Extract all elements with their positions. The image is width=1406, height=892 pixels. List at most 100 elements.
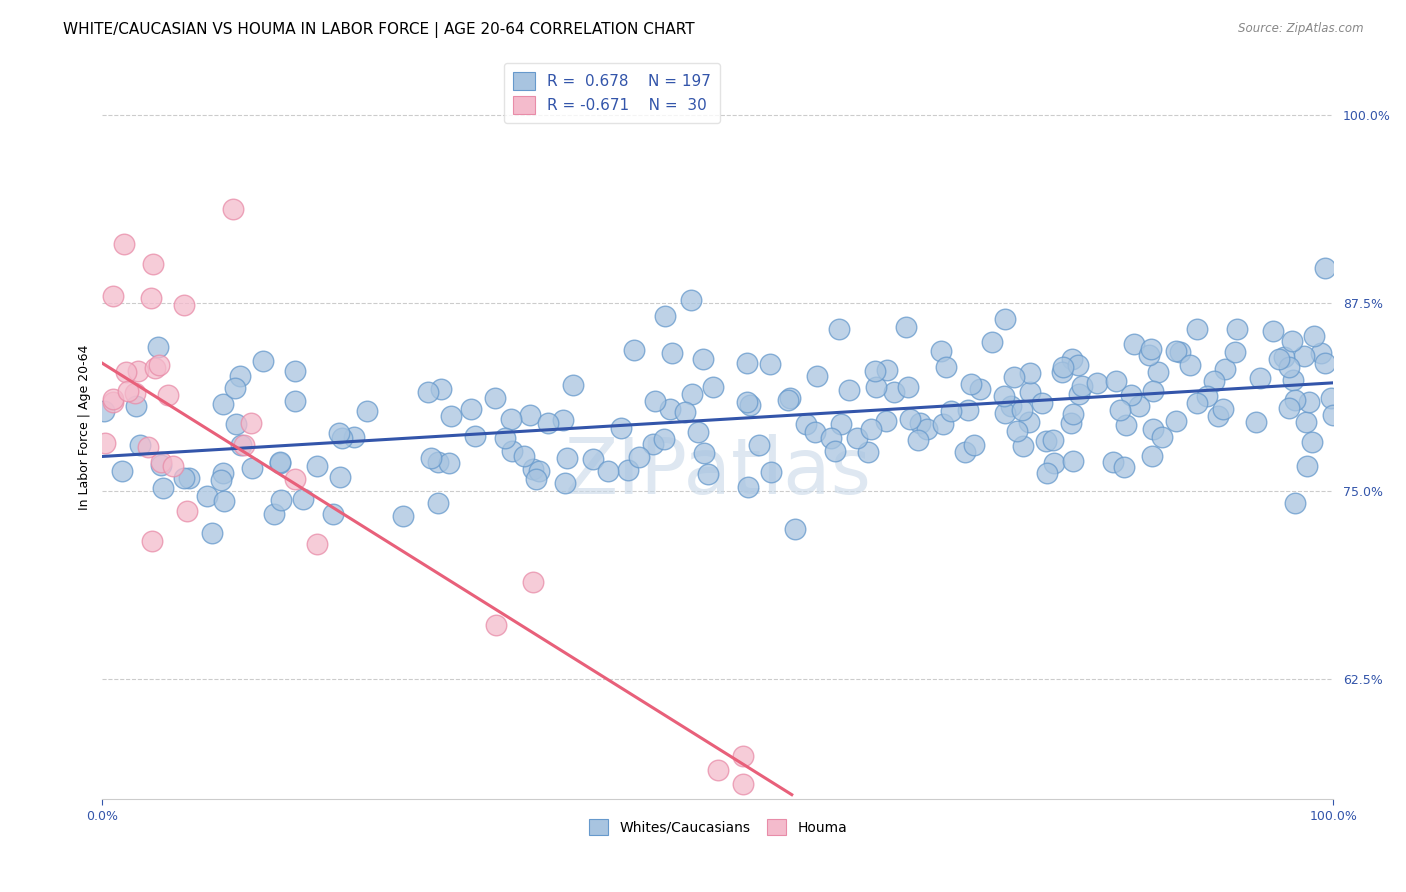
Point (524, 472, 547, 486)
Point (522, 462, 544, 476)
Point (883, 384, 905, 399)
Point (177, 470, 200, 484)
Point (103, 392, 125, 406)
Point (935, 360, 957, 375)
Point (898, 412, 921, 426)
Point (103, 288, 125, 302)
Point (430, 382, 453, 396)
Point (1225, 345, 1247, 359)
Point (582, 451, 605, 466)
Point (993, 311, 1015, 326)
Point (796, 417, 818, 431)
Point (1139, 342, 1161, 356)
Point (1102, 455, 1125, 469)
Point (654, 309, 676, 323)
Point (501, 444, 523, 458)
Point (897, 380, 920, 394)
Point (427, 455, 450, 469)
Point (627, 450, 650, 464)
Point (1002, 369, 1025, 384)
Point (173, 471, 195, 485)
Point (1005, 424, 1028, 438)
Point (806, 369, 828, 384)
Point (1320, 391, 1343, 405)
Point (824, 443, 846, 458)
Point (820, 431, 842, 445)
Point (1115, 418, 1137, 433)
Point (117, 384, 139, 398)
Point (1244, 416, 1267, 430)
Point (143, 360, 166, 375)
Point (1071, 378, 1094, 392)
Point (915, 422, 938, 436)
Point (875, 414, 897, 428)
Point (1128, 399, 1150, 413)
Point (1284, 392, 1306, 407)
Point (464, 428, 486, 442)
Point (356, 404, 378, 418)
Point (1315, 260, 1337, 275)
Point (229, 438, 252, 452)
Point (758, 357, 780, 371)
Point (830, 417, 852, 431)
Point (222, 202, 245, 216)
Point (659, 401, 682, 416)
Point (1309, 345, 1331, 359)
Point (322, 507, 344, 521)
Point (93, 436, 115, 450)
Point (305, 537, 328, 551)
Point (652, 432, 675, 446)
Point (960, 377, 983, 392)
Point (501, 412, 523, 426)
Point (1140, 450, 1163, 464)
Point (1062, 407, 1084, 421)
Point (1281, 373, 1303, 387)
Point (512, 449, 534, 463)
Point (292, 492, 315, 507)
Point (173, 298, 195, 312)
Point (1313, 355, 1336, 369)
Point (305, 458, 328, 473)
Point (212, 466, 235, 480)
Point (111, 464, 134, 478)
Point (125, 399, 148, 413)
Point (1142, 422, 1164, 436)
Point (953, 445, 976, 459)
Point (263, 508, 285, 522)
Point (738, 398, 761, 412)
Point (1137, 348, 1160, 362)
Text: WHITE/CAUCASIAN VS HOUMA IN LABOR FORCE | AGE 20-64 CORRELATION CHART: WHITE/CAUCASIAN VS HOUMA IN LABOR FORCE … (63, 22, 695, 38)
Point (269, 457, 291, 471)
Point (1195, 389, 1218, 403)
Point (644, 393, 666, 408)
Point (522, 574, 544, 589)
Point (537, 416, 560, 430)
Point (896, 320, 918, 334)
Point (225, 417, 247, 432)
Point (1168, 344, 1191, 359)
Point (1268, 351, 1291, 366)
Point (152, 481, 174, 495)
Point (141, 291, 163, 305)
Point (420, 451, 443, 466)
Point (1108, 402, 1130, 417)
Point (863, 364, 886, 378)
Point (1187, 322, 1209, 336)
Point (688, 425, 710, 439)
Point (910, 416, 932, 430)
Point (1050, 366, 1073, 380)
Point (731, 748, 754, 763)
Point (101, 395, 124, 409)
Point (692, 446, 714, 460)
Point (1281, 334, 1303, 349)
Point (838, 383, 860, 397)
Point (437, 457, 460, 471)
Text: ZIPatlas: ZIPatlas (564, 434, 872, 510)
Point (1204, 374, 1226, 388)
Point (846, 431, 869, 445)
Point (1249, 370, 1271, 384)
Point (551, 412, 574, 426)
Point (176, 504, 198, 518)
Point (561, 377, 583, 392)
Point (284, 393, 307, 408)
